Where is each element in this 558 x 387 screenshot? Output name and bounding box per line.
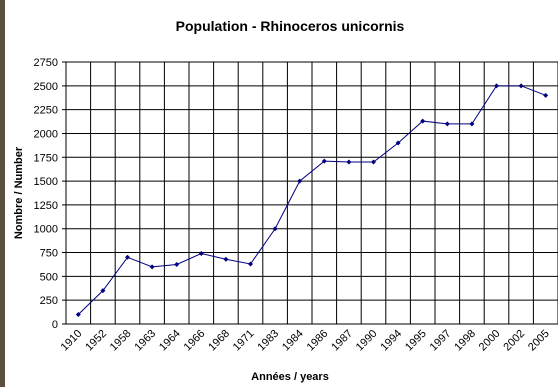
y-tick-label: 250: [40, 295, 58, 307]
data-point: [198, 250, 204, 256]
data-point: [543, 92, 549, 98]
data-point: [321, 158, 327, 164]
y-tick-label: 1500: [34, 176, 58, 188]
data-point: [395, 140, 401, 146]
data-point: [346, 159, 352, 165]
data-point: [248, 261, 253, 267]
y-tick-label: 1000: [34, 224, 58, 236]
left-edge: [0, 0, 5, 387]
y-tick-label: 2750: [34, 57, 58, 69]
data-point: [75, 311, 81, 317]
data-point: [149, 264, 155, 270]
data-line: [77, 85, 546, 315]
data-point: [494, 83, 499, 89]
data-point: [100, 288, 106, 294]
data-point: [125, 254, 130, 260]
y-tick-label: 0: [52, 319, 58, 331]
data-point: [297, 178, 303, 184]
data-point: [518, 83, 524, 89]
data-point: [272, 226, 278, 232]
y-tick-label: 500: [40, 271, 58, 283]
x-axis-label: Années / years: [251, 371, 329, 383]
y-tick-label: 1250: [34, 200, 58, 212]
y-axis-label: Nombre / Number: [13, 146, 25, 239]
data-point: [174, 261, 180, 267]
y-tick-label: 2500: [34, 81, 58, 93]
y-tick-label: 750: [40, 248, 58, 260]
y-tick-label: 2250: [34, 105, 58, 117]
chart-background: [5, 0, 558, 387]
y-tick-label: 2000: [34, 128, 58, 140]
data-point: [223, 256, 229, 262]
y-tick-label: 1750: [34, 152, 58, 164]
data-point: [371, 159, 376, 165]
chart-title: Population - Rhinoceros unicornis: [176, 18, 405, 34]
data-point: [444, 121, 450, 127]
data-point: [469, 121, 475, 127]
data-point: [420, 118, 426, 124]
